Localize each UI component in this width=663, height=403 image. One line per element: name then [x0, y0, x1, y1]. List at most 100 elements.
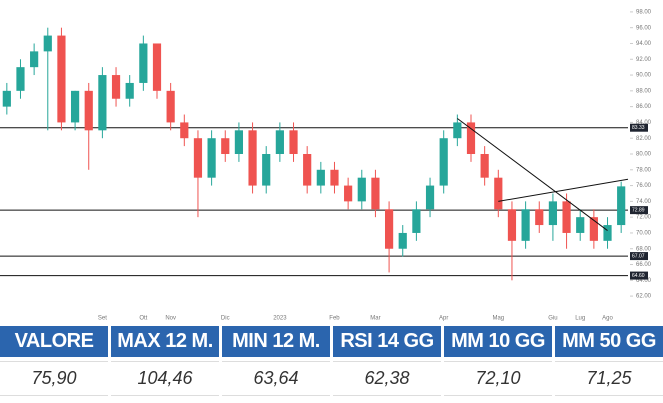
candle-body: [480, 154, 489, 178]
y-tick-label: 84.00: [636, 120, 652, 126]
candle-body: [617, 186, 626, 226]
candle-body: [562, 201, 571, 233]
candle-body: [16, 67, 25, 91]
y-tick-label: 74.00: [636, 199, 652, 205]
candle-body: [316, 169, 325, 186]
y-tick-label: 94.00: [636, 41, 652, 47]
candle-body: [548, 201, 558, 226]
candle-body: [166, 90, 175, 123]
y-tick-label: 64.00: [636, 278, 652, 284]
y-tick-label: 98.00: [636, 9, 652, 15]
candle-body: [303, 154, 312, 186]
candle-body: [207, 138, 216, 178]
candle-body: [70, 90, 80, 123]
level-tag: [630, 123, 648, 132]
candle-body: [494, 177, 503, 210]
candle-body: [125, 82, 134, 99]
level-tag: [630, 206, 648, 215]
y-tick-label: 92.00: [636, 57, 652, 63]
x-tick-label: Nov: [165, 316, 176, 322]
level-label: 67.07: [632, 253, 645, 259]
level-tag: [630, 271, 648, 280]
candle-body: [535, 209, 544, 226]
table-value: 62,38: [333, 361, 441, 396]
candle-body: [425, 185, 435, 210]
y-tick-label: 70.00: [636, 231, 652, 237]
candle-body: [398, 232, 407, 249]
x-tick-label: Feb: [329, 316, 340, 322]
candle-body: [344, 185, 353, 202]
x-tick-label: Mar: [370, 316, 380, 322]
candle-body: [412, 209, 421, 233]
table-header: MAX 12 M.: [111, 326, 219, 357]
candle-body: [98, 75, 107, 131]
x-tick-label: Lug: [575, 316, 585, 322]
level-tag: [630, 252, 648, 261]
candle-body: [221, 138, 230, 154]
table-header: MIN 12 M.: [222, 326, 330, 357]
y-tick-label: 62.00: [636, 294, 652, 300]
candle-body: [248, 130, 257, 186]
y-tick-label: 86.00: [636, 104, 652, 110]
candle-body: [139, 43, 148, 83]
table-value: 71,25: [555, 361, 663, 396]
candle-body: [371, 177, 380, 210]
y-tick-label: 78.00: [636, 167, 652, 173]
candle-body: [152, 43, 162, 91]
candle-body: [576, 217, 585, 233]
candle-body: [453, 122, 462, 139]
candle-body: [193, 138, 203, 178]
candle-body: [84, 90, 93, 131]
candle-body: [234, 130, 244, 154]
table-value: 104,46: [111, 361, 219, 396]
table-value: 75,90: [0, 361, 108, 396]
level-label: 64.60: [632, 273, 645, 279]
candle-body: [57, 35, 66, 123]
level-label: 72.89: [632, 207, 645, 213]
candle-body: [180, 122, 189, 139]
x-tick-label: Dic: [221, 316, 230, 322]
candle-body: [507, 209, 517, 241]
x-tick-label: Ott: [139, 316, 147, 322]
candle-body: [466, 122, 476, 154]
table-value: 63,64: [222, 361, 330, 396]
stats-table: VALORE MAX 12 M. MIN 12 M. RSI 14 GG MM 10 G…: [0, 326, 663, 396]
x-tick-label: Giu: [548, 316, 557, 322]
candle-body: [43, 35, 52, 52]
chart: 62.00 64.00 66.00 68.00 70.00 72.00 74.00 76.00…: [0, 9, 652, 322]
x-tick-label: Set: [98, 316, 107, 322]
table-header: VALORE: [0, 326, 108, 357]
trend-line: [457, 118, 608, 231]
y-tick-label: 80.00: [636, 152, 652, 158]
candle-body: [439, 138, 448, 186]
table-header: MM 50 GG: [555, 326, 663, 357]
y-tick-label: 90.00: [636, 73, 652, 79]
x-tick-label: 2023: [273, 316, 287, 322]
table-header: MM 10 GG: [444, 326, 552, 357]
candle-body: [2, 90, 11, 107]
table-header: RSI 14 GG: [333, 326, 441, 357]
candle-body: [589, 217, 598, 241]
candle-body: [384, 209, 394, 249]
x-tick-label: Mag: [492, 316, 504, 322]
trend-line: [498, 178, 629, 202]
y-tick-label: 82.00: [636, 136, 652, 142]
candle-body: [603, 225, 612, 241]
x-tick-label: Apr: [439, 316, 448, 322]
candle-body: [289, 130, 298, 154]
candle-body: [30, 51, 39, 68]
candle-body: [521, 209, 530, 241]
y-tick-label: 68.00: [636, 246, 652, 252]
candle-body: [111, 75, 121, 99]
level-label: 83.33: [632, 125, 645, 131]
table-value: 72,10: [444, 361, 552, 396]
candle-body: [357, 177, 366, 202]
y-tick-label: 88.00: [636, 88, 652, 94]
y-tick-label: 72.00: [636, 215, 652, 221]
y-tick-label: 66.00: [636, 262, 652, 268]
candle-body: [330, 169, 339, 186]
y-tick-label: 76.00: [636, 183, 652, 189]
x-tick-label: Ago: [602, 316, 613, 322]
candle-body: [275, 130, 284, 154]
